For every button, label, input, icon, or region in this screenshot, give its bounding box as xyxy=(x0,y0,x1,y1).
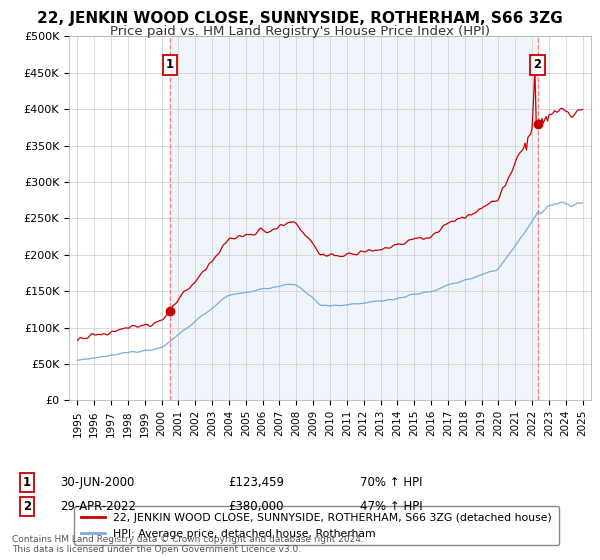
Bar xyxy=(170,36,538,400)
Text: 2: 2 xyxy=(23,500,31,514)
Text: 29-APR-2022: 29-APR-2022 xyxy=(60,500,136,514)
Text: 47% ↑ HPI: 47% ↑ HPI xyxy=(360,500,422,514)
Text: 22, JENKIN WOOD CLOSE, SUNNYSIDE, ROTHERHAM, S66 3ZG: 22, JENKIN WOOD CLOSE, SUNNYSIDE, ROTHER… xyxy=(37,11,563,26)
Text: 1: 1 xyxy=(23,476,31,489)
Text: 30-JUN-2000: 30-JUN-2000 xyxy=(60,476,134,489)
Legend: 22, JENKIN WOOD CLOSE, SUNNYSIDE, ROTHERHAM, S66 3ZG (detached house), HPI: Aver: 22, JENKIN WOOD CLOSE, SUNNYSIDE, ROTHER… xyxy=(74,506,559,545)
Text: 1: 1 xyxy=(166,58,174,71)
Text: 70% ↑ HPI: 70% ↑ HPI xyxy=(360,476,422,489)
Text: £123,459: £123,459 xyxy=(228,476,284,489)
Text: £380,000: £380,000 xyxy=(228,500,284,514)
Text: 2: 2 xyxy=(533,58,542,71)
Text: Price paid vs. HM Land Registry's House Price Index (HPI): Price paid vs. HM Land Registry's House … xyxy=(110,25,490,38)
Text: Contains HM Land Registry data © Crown copyright and database right 2024.
This d: Contains HM Land Registry data © Crown c… xyxy=(12,535,364,554)
